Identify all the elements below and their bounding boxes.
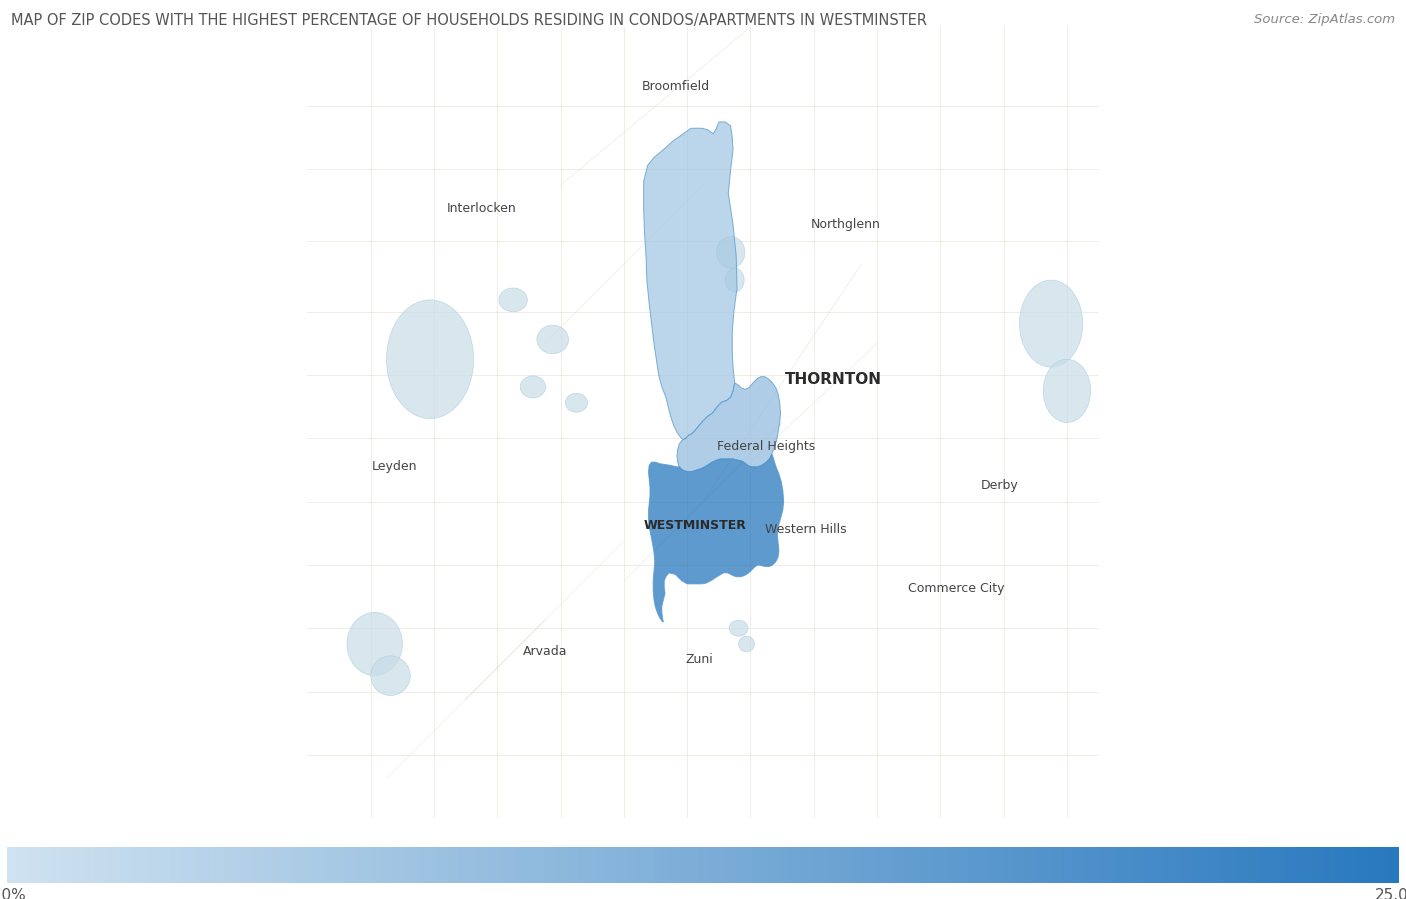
Text: Arvada: Arvada bbox=[523, 645, 567, 658]
Ellipse shape bbox=[347, 612, 402, 676]
Text: MAP OF ZIP CODES WITH THE HIGHEST PERCENTAGE OF HOUSEHOLDS RESIDING IN CONDOS/AP: MAP OF ZIP CODES WITH THE HIGHEST PERCEN… bbox=[11, 13, 927, 29]
Text: Broomfield: Broomfield bbox=[643, 80, 710, 93]
Ellipse shape bbox=[520, 376, 546, 398]
Text: Western Hills: Western Hills bbox=[765, 523, 846, 536]
Ellipse shape bbox=[1019, 280, 1083, 367]
Text: Derby: Derby bbox=[981, 479, 1018, 493]
Ellipse shape bbox=[725, 268, 744, 292]
Text: Interlocken: Interlocken bbox=[447, 202, 516, 216]
Polygon shape bbox=[676, 377, 780, 472]
Ellipse shape bbox=[371, 656, 411, 696]
Ellipse shape bbox=[738, 636, 755, 652]
Text: Source: ZipAtlas.com: Source: ZipAtlas.com bbox=[1254, 13, 1395, 26]
Ellipse shape bbox=[730, 620, 748, 636]
Ellipse shape bbox=[499, 288, 527, 312]
Text: Leyden: Leyden bbox=[371, 459, 418, 473]
Text: Northglenn: Northglenn bbox=[810, 218, 880, 231]
Ellipse shape bbox=[565, 393, 588, 413]
Text: Commerce City: Commerce City bbox=[908, 583, 1004, 595]
Polygon shape bbox=[648, 454, 783, 622]
Ellipse shape bbox=[717, 236, 745, 268]
Ellipse shape bbox=[537, 325, 568, 353]
Text: Federal Heights: Federal Heights bbox=[717, 440, 815, 453]
Text: WESTMINSTER: WESTMINSTER bbox=[644, 519, 747, 532]
Text: THORNTON: THORNTON bbox=[785, 371, 882, 387]
Text: Zuni: Zuni bbox=[686, 654, 714, 666]
Ellipse shape bbox=[387, 300, 474, 419]
Polygon shape bbox=[644, 122, 737, 440]
Ellipse shape bbox=[1043, 360, 1091, 423]
